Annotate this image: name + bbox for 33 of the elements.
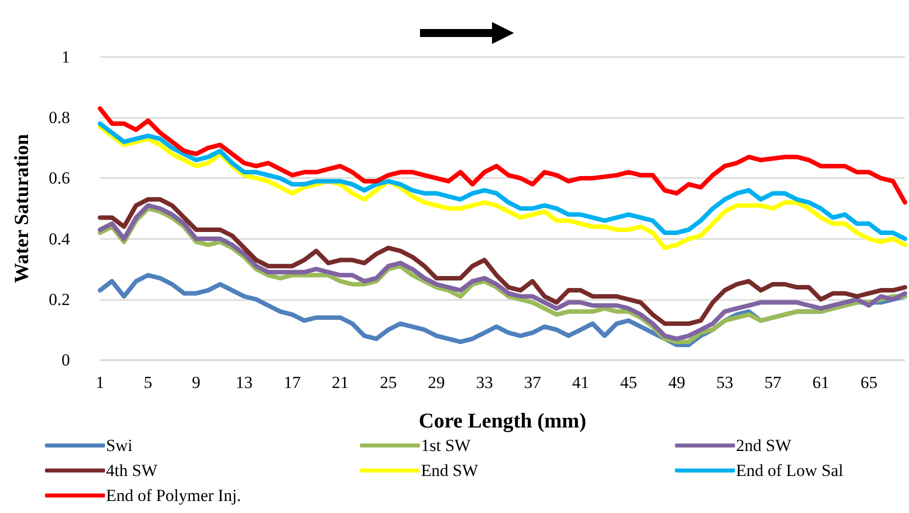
y-tick-label: 1 (62, 48, 70, 66)
legend-label: Swi (106, 436, 133, 455)
x-tick-label: 37 (524, 373, 542, 392)
y-axis-title: Water Saturation (11, 134, 33, 284)
x-axis-title: Core Length (mm) (418, 408, 586, 432)
x-tick-label: 25 (380, 373, 397, 392)
y-tick-label: 0.6 (48, 168, 70, 188)
x-tick-label: 29 (428, 373, 445, 392)
x-tick-label: 41 (572, 373, 590, 392)
legend-label: 1st SW (421, 436, 472, 455)
x-tick-label: 61 (812, 373, 830, 392)
x-tick-label: 13 (236, 373, 253, 392)
x-tick-label: 9 (192, 373, 200, 392)
x-tick-label: 49 (668, 373, 686, 392)
legend-label: End of Polymer Inj. (106, 486, 242, 505)
x-tick-label: 65 (860, 373, 878, 392)
x-tick-label: 57 (764, 373, 782, 392)
y-tick-label: 0.8 (48, 108, 70, 128)
x-tick-label: 5 (144, 373, 152, 392)
line-series (98, 106, 908, 205)
x-tick-label: 45 (620, 373, 638, 392)
x-tick-label: 53 (716, 373, 734, 392)
x-tick-label: 33 (476, 373, 493, 392)
legend-label: End of Low Sal (736, 461, 844, 480)
legend-label: 2nd SW (736, 436, 792, 455)
x-tick-label: 17 (284, 373, 302, 392)
y-tick-label: 0.2 (48, 290, 70, 309)
x-tick-label: 1 (96, 373, 104, 392)
legend-label: End SW (421, 461, 480, 480)
y-tick-label: 0.4 (48, 229, 70, 248)
y-tick-label: 0 (62, 350, 70, 370)
x-tick-label: 21 (332, 373, 349, 392)
legend-label: 4th SW (106, 461, 158, 480)
